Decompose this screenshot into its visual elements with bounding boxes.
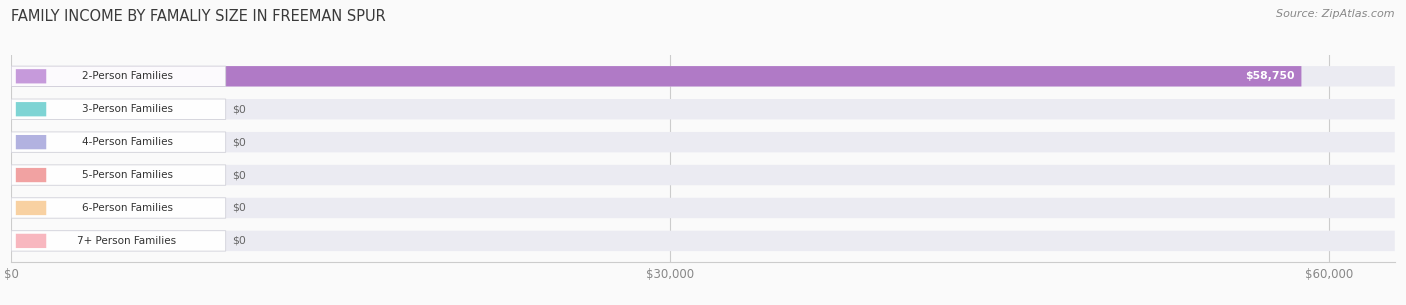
- Text: Source: ZipAtlas.com: Source: ZipAtlas.com: [1277, 9, 1395, 19]
- Text: $0: $0: [232, 203, 246, 213]
- FancyBboxPatch shape: [11, 198, 226, 218]
- Text: $0: $0: [232, 137, 246, 147]
- FancyBboxPatch shape: [15, 135, 46, 149]
- Text: FAMILY INCOME BY FAMALIY SIZE IN FREEMAN SPUR: FAMILY INCOME BY FAMALIY SIZE IN FREEMAN…: [11, 9, 387, 24]
- FancyBboxPatch shape: [11, 165, 226, 185]
- Text: $0: $0: [232, 236, 246, 246]
- Text: $58,750: $58,750: [1244, 71, 1295, 81]
- Text: 6-Person Families: 6-Person Families: [82, 203, 173, 213]
- FancyBboxPatch shape: [11, 99, 1395, 120]
- FancyBboxPatch shape: [15, 168, 46, 182]
- FancyBboxPatch shape: [11, 66, 226, 87]
- FancyBboxPatch shape: [15, 69, 46, 84]
- FancyBboxPatch shape: [11, 99, 226, 120]
- FancyBboxPatch shape: [11, 132, 226, 152]
- FancyBboxPatch shape: [11, 132, 1395, 152]
- FancyBboxPatch shape: [11, 165, 1395, 185]
- FancyBboxPatch shape: [11, 198, 1395, 218]
- Text: 2-Person Families: 2-Person Families: [82, 71, 173, 81]
- FancyBboxPatch shape: [15, 201, 46, 215]
- FancyBboxPatch shape: [15, 234, 46, 248]
- FancyBboxPatch shape: [11, 231, 226, 251]
- Text: 4-Person Families: 4-Person Families: [82, 137, 173, 147]
- Text: 7+ Person Families: 7+ Person Families: [77, 236, 177, 246]
- Text: 5-Person Families: 5-Person Families: [82, 170, 173, 180]
- Text: $0: $0: [232, 104, 246, 114]
- Text: 3-Person Families: 3-Person Families: [82, 104, 173, 114]
- FancyBboxPatch shape: [15, 102, 46, 117]
- FancyBboxPatch shape: [11, 66, 1302, 87]
- FancyBboxPatch shape: [11, 231, 1395, 251]
- Text: $0: $0: [232, 170, 246, 180]
- FancyBboxPatch shape: [11, 66, 1395, 87]
